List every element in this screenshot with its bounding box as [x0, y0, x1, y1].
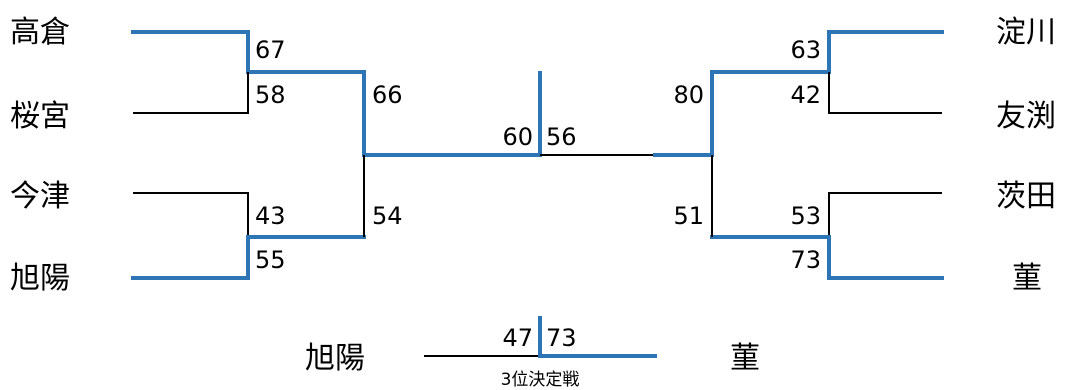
line-third-winner — [538, 316, 657, 358]
third-place-caption: 3位決定戦 — [501, 370, 580, 390]
line-right-r1b-winner — [710, 235, 944, 280]
score-final-left: 60 — [502, 123, 533, 151]
score-right-semi-top: 80 — [673, 81, 704, 109]
score-left-semi-top: 66 — [372, 81, 403, 109]
line-right-r1a-winner — [653, 30, 944, 157]
third-place-left-team: 旭陽 — [305, 341, 365, 376]
score-right-r1b-bottom: 73 — [790, 246, 821, 274]
team-right-3: 茨田 — [996, 179, 1056, 214]
score-final-right: 56 — [546, 123, 577, 151]
score-left-r1b-bottom: 55 — [255, 246, 286, 274]
score-right-r1a-top: 63 — [790, 36, 821, 64]
team-left-2: 桜宮 — [10, 99, 70, 134]
score-right-r1b-top: 53 — [790, 202, 821, 230]
team-left-4: 旭陽 — [10, 261, 70, 296]
team-right-2: 友渕 — [996, 99, 1056, 134]
line-left-r1a-loser — [133, 72, 249, 114]
line-left-r1b-winner — [131, 235, 366, 280]
score-left-semi-bottom: 54 — [372, 202, 403, 230]
score-left-r1a-top: 67 — [255, 36, 286, 64]
line-left-r1a-winner — [131, 30, 542, 157]
team-left-3: 今津 — [10, 179, 70, 214]
third-place-right-team: 菫 — [730, 341, 760, 376]
team-right-1: 淀川 — [996, 15, 1056, 50]
team-right-4: 菫 — [1012, 261, 1042, 296]
score-third-left: 47 — [502, 324, 533, 352]
score-right-semi-bottom: 51 — [673, 202, 704, 230]
score-third-right: 73 — [546, 324, 577, 352]
score-left-r1b-top: 43 — [255, 202, 286, 230]
line-right-r1b-loser — [828, 192, 942, 237]
score-left-r1a-bottom: 58 — [255, 81, 286, 109]
line-right-r1a-loser — [828, 72, 942, 114]
line-left-r1b-loser — [133, 192, 249, 237]
score-right-r1a-bottom: 42 — [790, 81, 821, 109]
team-left-1: 高倉 — [10, 15, 70, 50]
